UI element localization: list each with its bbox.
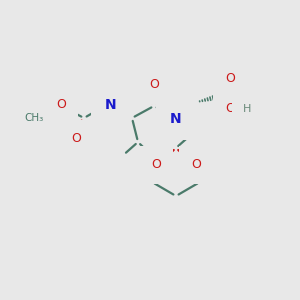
Text: H: H — [243, 104, 251, 114]
Text: O: O — [56, 98, 66, 112]
Text: H: H — [104, 90, 112, 100]
Text: O: O — [149, 79, 159, 92]
Text: O: O — [225, 103, 235, 116]
Text: N: N — [170, 112, 182, 126]
Text: CH₃: CH₃ — [24, 113, 44, 123]
Text: O: O — [151, 158, 161, 172]
Text: O: O — [225, 73, 235, 85]
Text: O: O — [191, 158, 201, 172]
Text: O: O — [71, 133, 81, 146]
Text: N: N — [105, 98, 117, 112]
